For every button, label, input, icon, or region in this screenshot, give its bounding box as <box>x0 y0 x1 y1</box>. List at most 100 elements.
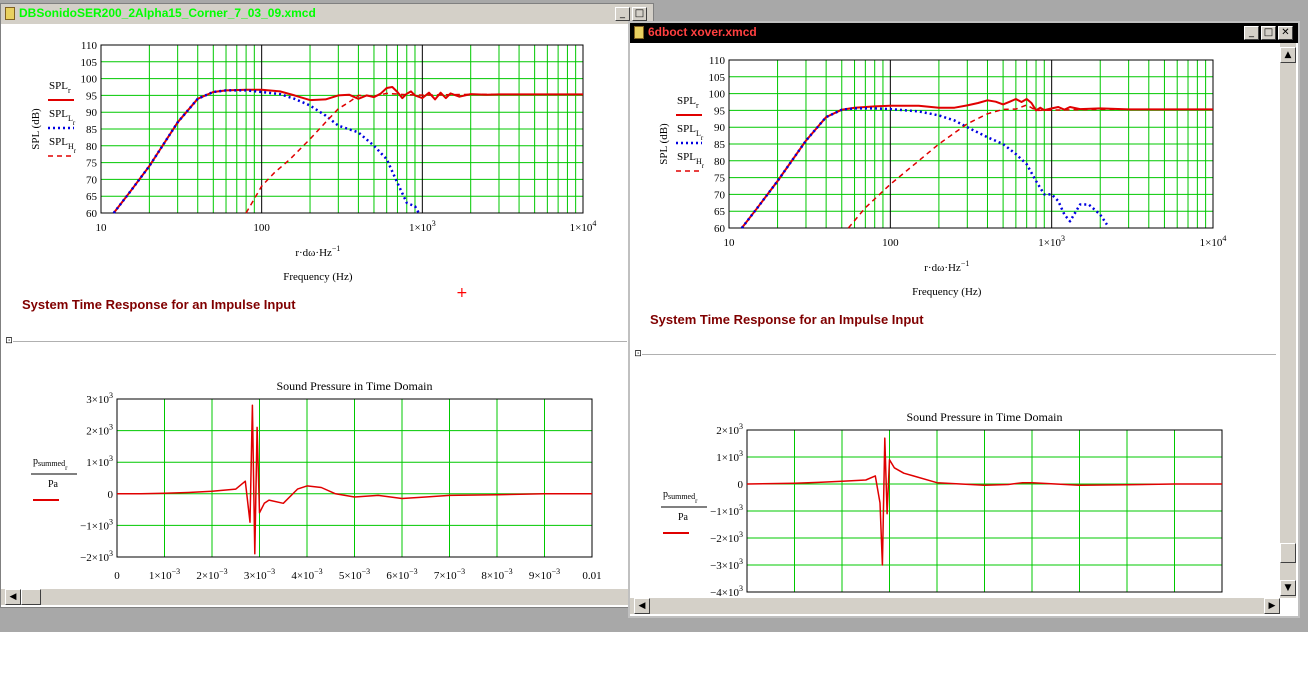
y-tick-label: 80 <box>86 141 98 153</box>
y-tick-label: 105 <box>709 72 726 84</box>
legend-label: SPLLr <box>49 108 76 127</box>
legend-label: SPLr <box>677 95 699 110</box>
x-tick-label: 8×10−3 <box>481 567 512 582</box>
scroll-thumb[interactable] <box>21 589 41 605</box>
y-axis-label: SPL (dB) <box>658 123 670 165</box>
x-axis-label: Frequency (Hz) <box>912 286 982 298</box>
spl-frequency-plot[interactable]: 110 105 100 95 90 85 80 75 70 65 60 10 100 1×103 1×104… <box>630 43 1260 333</box>
series-line-SPL_L_r <box>740 107 1108 229</box>
x-axis-label: Frequency (Hz) <box>283 271 353 283</box>
x-tick-label: 4×10−3 <box>291 567 322 582</box>
region-divider <box>13 341 627 342</box>
y-tick-label: 90 <box>714 122 726 134</box>
window-title: DBSonidoSER200_2Alpha15_Corner_7_03_09.x… <box>19 6 316 20</box>
legend-label: SPLr <box>49 80 71 95</box>
y-tick-label: −3×103 <box>710 557 743 572</box>
y-tick-label: 1×103 <box>716 449 743 464</box>
y-tick-label: 1×103 <box>86 454 113 469</box>
minimize-button[interactable]: _ <box>615 7 630 21</box>
y-tick-label: 95 <box>86 90 98 102</box>
scroll-thumb[interactable] <box>1280 543 1296 563</box>
document-icon <box>5 7 15 20</box>
title-bar[interactable]: 6dboct xover.xmcd _ □ ✕ <box>630 23 1298 43</box>
y-tick-label: 85 <box>86 124 98 136</box>
maximize-button[interactable]: □ <box>1261 26 1276 40</box>
window-title: 6dboct xover.xmcd <box>648 25 757 39</box>
x-tick-label: 1×104 <box>570 219 597 234</box>
maximize-button[interactable]: □ <box>632 7 647 21</box>
minimize-button[interactable]: _ <box>1244 26 1259 40</box>
y-tick-label: 75 <box>714 173 726 185</box>
plot-frame <box>100 44 584 214</box>
y-tick-label: 90 <box>86 107 98 119</box>
vertical-scrollbar[interactable]: ▲ ▼ <box>1280 43 1296 598</box>
series-line-p_summed_r <box>746 437 1222 566</box>
document-window-1[interactable]: DBSonidoSER200_2Alpha15_Corner_7_03_09.x… <box>0 3 654 608</box>
x-tick-label: 100 <box>882 237 899 249</box>
horizontal-scrollbar[interactable]: ◀ ▶ <box>630 598 1280 614</box>
scroll-left-arrow-icon[interactable]: ◀ <box>5 589 21 605</box>
legend-unit: Pa <box>48 479 59 490</box>
x-tick-label: 10 <box>96 222 108 234</box>
scroll-down-arrow-icon[interactable]: ▼ <box>1280 580 1296 596</box>
x-tick-label: 1×103 <box>1038 234 1065 249</box>
region-lock-icon[interactable]: ⊡ <box>5 336 13 346</box>
x-tick-label: 0.01 <box>582 570 601 582</box>
y-tick-label: 0 <box>738 479 744 491</box>
spl-frequency-plot[interactable]: 110 105 100 95 90 85 80 75 70 65 60 10 100 1×103 1×104… <box>1 24 631 314</box>
plot-title: Sound Pressure in Time Domain <box>906 410 1062 424</box>
y-tick-label: 0 <box>108 489 114 501</box>
y-tick-label: 105 <box>81 57 98 69</box>
region-divider <box>642 354 1276 355</box>
y-tick-label: 2×103 <box>86 423 113 438</box>
y-tick-label: 110 <box>81 40 98 52</box>
plot-frame <box>728 59 1214 229</box>
scroll-left-arrow-icon[interactable]: ◀ <box>634 598 650 614</box>
x-tick-label: 1×104 <box>1200 234 1227 249</box>
title-bar[interactable]: DBSonidoSER200_2Alpha15_Corner_7_03_09.x… <box>1 4 653 24</box>
x-tick-label: 100 <box>253 222 270 234</box>
close-button[interactable]: ✕ <box>1278 26 1293 40</box>
y-tick-label: 3×103 <box>86 391 113 406</box>
y-tick-label: 80 <box>714 156 726 168</box>
legend-label: SPLLr <box>677 123 704 142</box>
y-tick-label: −1×103 <box>80 517 113 532</box>
series-line-p_summed_r <box>117 404 592 555</box>
y-tick-label: 85 <box>714 139 726 151</box>
y-axis-label: SPL (dB) <box>30 108 42 150</box>
y-tick-label: 100 <box>81 74 98 86</box>
plot-frame <box>116 398 593 558</box>
series-line-SPL_r <box>112 86 583 214</box>
region-lock-icon[interactable]: ⊡ <box>634 349 642 359</box>
x-tick-label: 3×10−3 <box>244 567 275 582</box>
x-tick-label: 1×103 <box>409 219 436 234</box>
y-tick-label: 70 <box>86 174 98 186</box>
series-line-SPL_L_r <box>112 89 420 214</box>
x-tick-label: 7×10−3 <box>434 567 465 582</box>
x-tick-label: 5×10−3 <box>339 567 370 582</box>
series-line-SPL_H_r <box>847 104 1213 229</box>
legend-label: SPLHr <box>49 136 77 155</box>
y-tick-label: −1×103 <box>710 503 743 518</box>
x-tick-label: 2×10−3 <box>196 567 227 582</box>
scroll-right-arrow-icon[interactable]: ▶ <box>1264 598 1280 614</box>
plot-title: Sound Pressure in Time Domain <box>276 379 432 393</box>
legend-label: psummedr <box>33 456 68 472</box>
time-domain-plot[interactable]: Sound Pressure in Time Domain 3×103 2×103 1… <box>1 359 631 589</box>
y-tick-label: 110 <box>709 55 726 67</box>
y-tick-label: 65 <box>714 206 726 218</box>
x-tick-label: 9×10−3 <box>529 567 560 582</box>
horizontal-scrollbar[interactable]: ◀ <box>1 589 653 605</box>
document-window-2[interactable]: 6dboct xover.xmcd _ □ ✕ 110 105 100 95 90 85 8… <box>628 21 1300 618</box>
x-tick-label: 10 <box>724 237 736 249</box>
section-title: System Time Response for an Impulse Inpu… <box>22 297 296 312</box>
crosshair-cursor: + <box>456 285 468 301</box>
document-icon <box>634 26 644 39</box>
y-tick-label: −2×103 <box>710 530 743 545</box>
worksheet-area[interactable]: 110 105 100 95 90 85 80 75 70 65 60 10 100 1×103 1×104… <box>1 24 653 589</box>
legend-label: SPLHr <box>677 151 705 170</box>
worksheet-area[interactable]: 110 105 100 95 90 85 80 75 70 65 60 10 100 1×103 1×104… <box>630 43 1280 600</box>
time-domain-plot[interactable]: Sound Pressure in Time Domain 2×103 1×103 0… <box>630 370 1260 600</box>
scroll-up-arrow-icon[interactable]: ▲ <box>1280 47 1296 63</box>
legend-label: psummedr <box>663 489 698 505</box>
